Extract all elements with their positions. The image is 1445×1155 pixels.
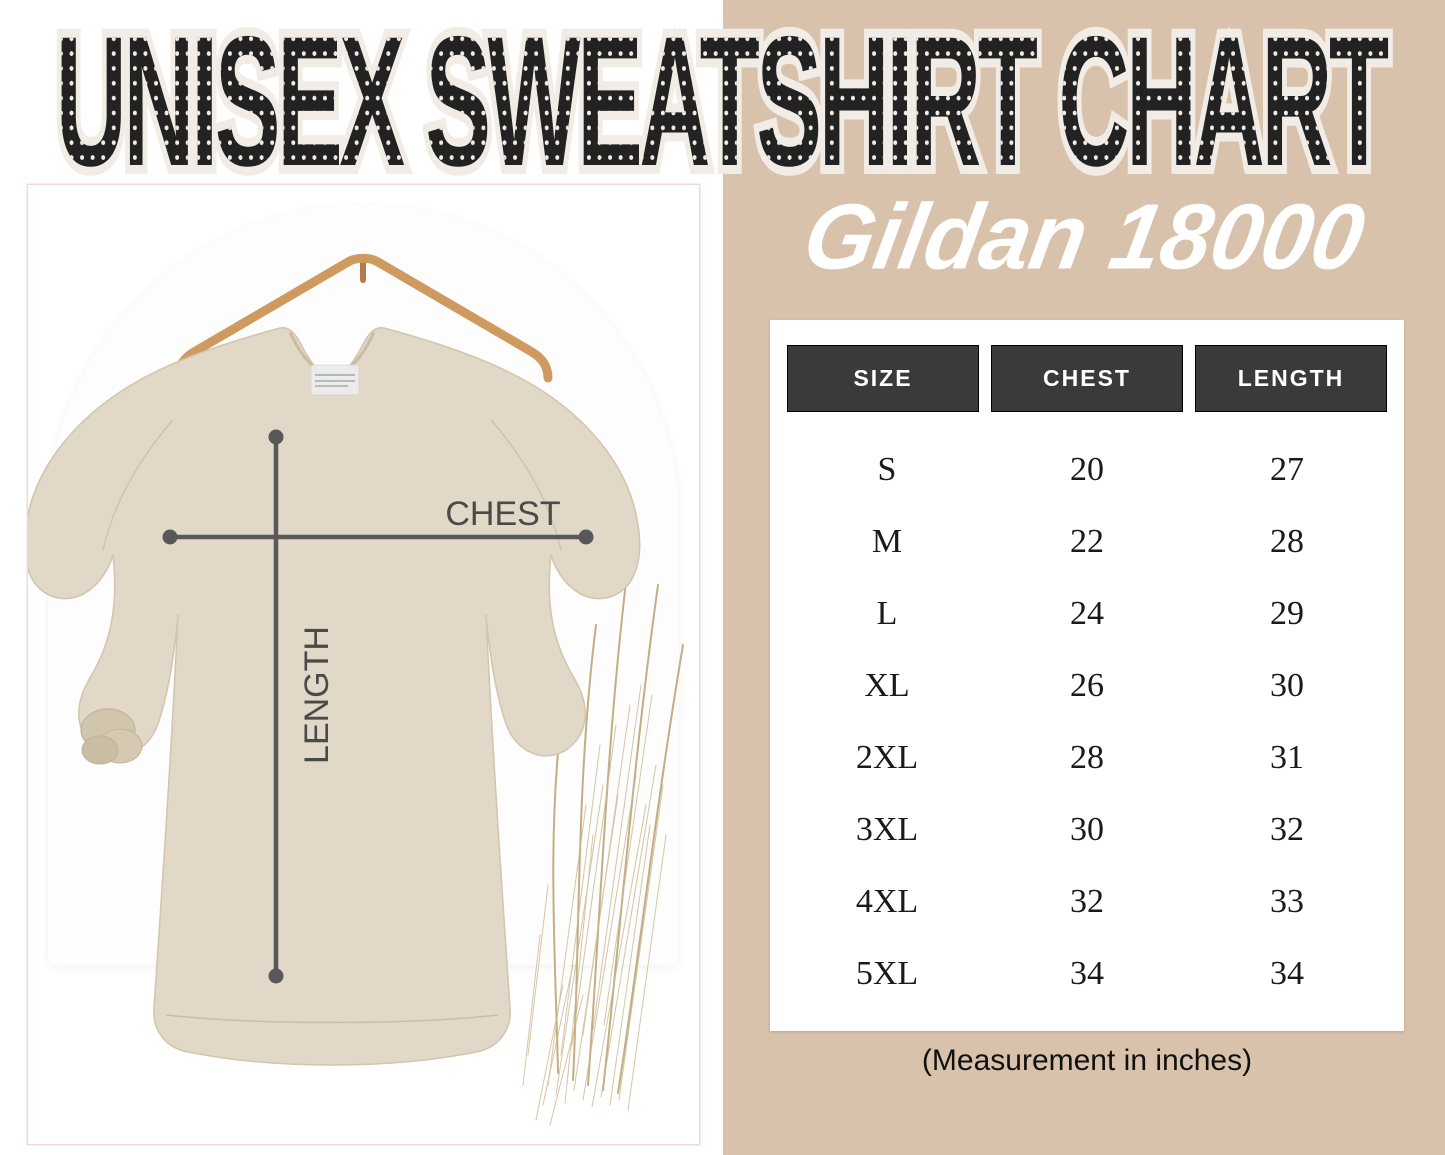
svg-text:LENGTH: LENGTH xyxy=(298,626,336,764)
svg-text:CHEST: CHEST xyxy=(445,495,560,533)
